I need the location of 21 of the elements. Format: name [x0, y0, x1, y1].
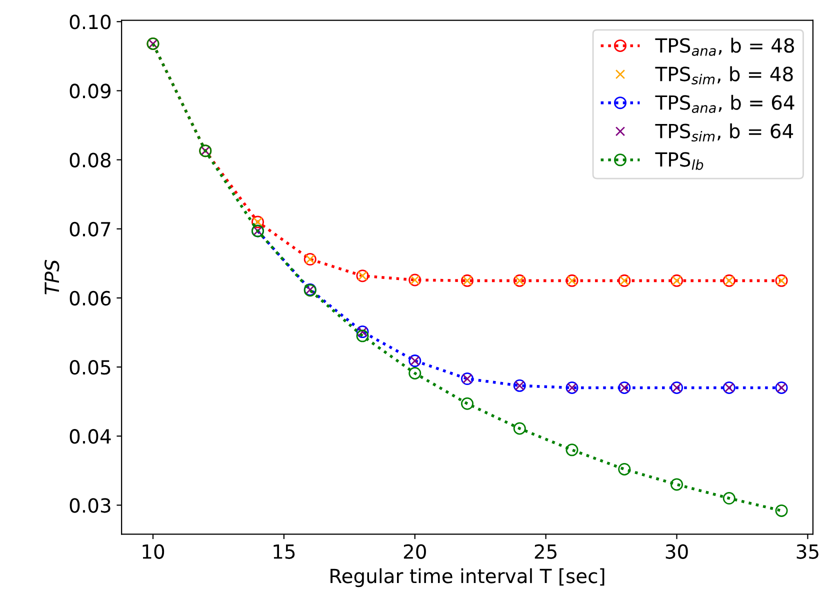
x-tick-label: 15: [274, 544, 295, 559]
y-tick-label: 0.09: [70, 84, 110, 98]
x-axis-title: Regular time interval T [sec]: [330, 568, 604, 588]
legend-label: TPS$_{sim}$, b = 64: [655, 123, 794, 142]
y-tick-label: 0.08: [70, 152, 111, 168]
y-tick-label: 0.07: [70, 222, 110, 237]
y-tick-label: 0.10: [70, 14, 111, 30]
y-tick-label: 0.04: [70, 429, 111, 444]
y-tick-label: 0.05: [70, 360, 110, 375]
x-tick-label: 25: [534, 544, 556, 559]
x-tick-label: 10: [142, 544, 164, 559]
legend-label: TPS$_{lb}$: [655, 152, 704, 170]
y-axis-title: TPS: [44, 260, 60, 294]
legend-label: TPS$_{ana}$, b = 64: [655, 94, 794, 113]
x-tick-label: 30: [666, 544, 688, 559]
legend-label: TPS$_{ana}$, b = 48: [655, 38, 794, 56]
legend-label: TPS$_{sim}$, b = 48: [655, 66, 793, 84]
y-tick-label: 0.03: [70, 498, 110, 513]
x-tick-label: 35: [796, 544, 818, 559]
x-tick-label: 20: [404, 544, 426, 559]
y-tick-label: 0.06: [70, 290, 111, 306]
